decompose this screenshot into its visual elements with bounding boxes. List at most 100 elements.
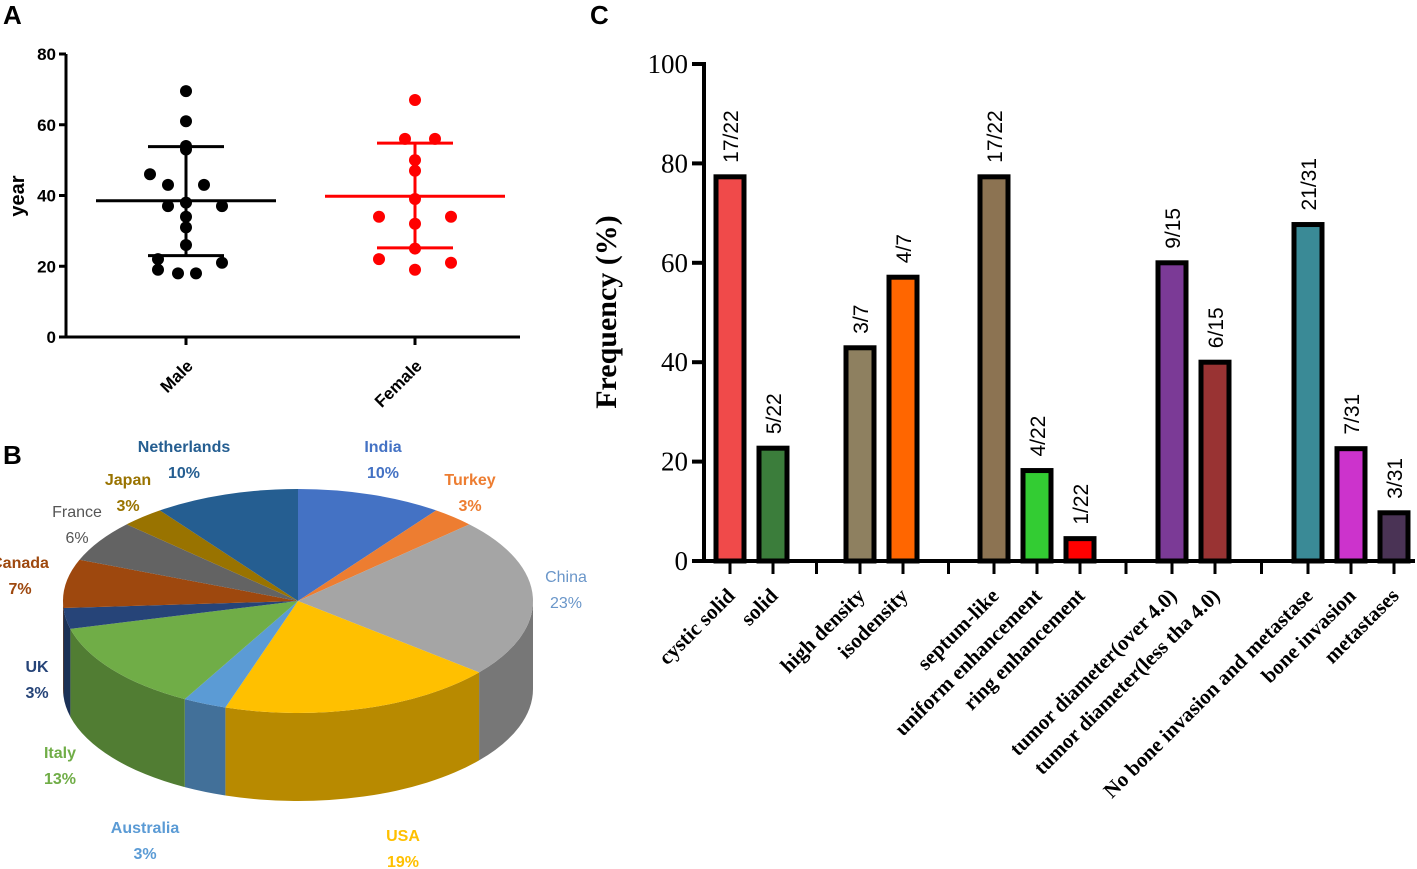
panel-a-point: [216, 200, 228, 213]
panel-a-letter: A: [3, 0, 22, 30]
panel-c-y-tick-label: 20: [661, 447, 688, 477]
pie-label: Turkey 3%: [444, 472, 495, 515]
panel-a-point: [409, 242, 421, 255]
pie-label: Netherlands 10%: [138, 439, 231, 482]
pie-slice: [126, 510, 298, 601]
bar: [1020, 468, 1054, 564]
pie-slice: [298, 489, 437, 601]
panel-a-point: [172, 267, 184, 280]
pie-slice: [225, 601, 480, 713]
panel-a-y-tick-label: 20: [37, 257, 56, 276]
bar-data-label: 9/15: [1162, 208, 1185, 249]
bar-data-label: 17/22: [720, 110, 743, 163]
panel-a-y-tick-label: 60: [37, 116, 56, 135]
panel-c-category-label: solid: [736, 583, 783, 630]
panel-a-point: [180, 85, 192, 98]
panel-c-category-label: cystic solid: [654, 583, 740, 669]
pie-slice: [298, 524, 533, 673]
bar: [1291, 222, 1325, 564]
panel-b-pie: India 10% Turkey 3% China 23% USA 19% Australia 3…: [0, 439, 587, 869]
panel-a-scatter: year 0 20 40 60 80 Male Female: [7, 45, 520, 411]
pie-slice: [70, 601, 298, 700]
bar-data-label: 4/7: [893, 234, 916, 263]
pie-slice-side: [184, 699, 226, 796]
bar: [843, 345, 877, 564]
panel-a-point: [409, 193, 421, 206]
bar: [886, 274, 920, 564]
bar-data-label: 5/22: [763, 393, 786, 434]
pie-label: India 10%: [364, 439, 401, 482]
pie-slice: [159, 489, 298, 601]
bar-data-label: 17/22: [984, 110, 1007, 163]
pie-label: Australia 3%: [111, 820, 180, 863]
panel-c-letter: C: [590, 0, 609, 30]
pie-slice: [79, 524, 298, 601]
panel-a-point: [144, 168, 156, 181]
pie-label: Canada7%: [0, 555, 49, 598]
panel-a-point: [180, 221, 192, 234]
pie-slice: [63, 601, 299, 629]
bar: [1198, 359, 1232, 564]
panel-a-point: [198, 178, 210, 191]
bar-data-label: 4/22: [1027, 416, 1050, 457]
pie-slice-side: [479, 601, 533, 761]
pie-slice: [184, 601, 298, 708]
panel-c-y-tick-label: 80: [661, 148, 688, 178]
panel-a-y-tick-label: 80: [37, 45, 56, 64]
panel-a-point: [180, 239, 192, 252]
bar-data-label: 3/31: [1384, 458, 1407, 499]
pie-slice-side: [70, 628, 185, 788]
panel-a-point: [409, 154, 421, 167]
panel-a-point: [190, 267, 202, 280]
panel-a-point: [180, 115, 192, 128]
panel-b-letter: B: [3, 440, 22, 470]
panel-a-point: [216, 256, 228, 269]
pie-slice: [63, 559, 299, 609]
bar-data-label: 1/22: [1070, 484, 1093, 525]
panel-a-point: [409, 164, 421, 177]
panel-c-y-tick-label: 40: [661, 347, 688, 377]
bar: [977, 174, 1011, 564]
bar-data-label: 7/31: [1341, 394, 1364, 435]
panel-a-y-tick-label: 0: [47, 328, 56, 347]
panel-a-point: [445, 256, 457, 269]
pie-label: Japan 3%: [105, 472, 151, 515]
bar: [1155, 260, 1189, 564]
panel-a-point: [445, 210, 457, 223]
panel-a-point: [180, 210, 192, 223]
panel-a-point: [399, 132, 411, 145]
panel-a-ylabel: year: [7, 175, 29, 216]
pie-label: USA 19%: [386, 828, 420, 869]
panel-c-y-tick-label: 0: [675, 546, 689, 576]
panel-a-point: [373, 253, 385, 266]
panel-a-point: [409, 93, 421, 106]
pie-label: China 23%: [545, 569, 587, 612]
panel-a-point: [152, 263, 164, 276]
pie-slice: [298, 510, 470, 601]
panel-a-point: [180, 143, 192, 156]
panel-a-point: [409, 217, 421, 230]
panel-a-point: [180, 196, 192, 209]
panel-a-point: [162, 200, 174, 213]
pie-label: France 6%: [52, 504, 102, 547]
panel-a-point: [373, 210, 385, 223]
panel-a-x-tick-label: Female: [371, 356, 426, 411]
bar: [756, 445, 790, 564]
panel-a-point: [409, 263, 421, 276]
panel-c-bar: Frequency (%) 0 20 40 60 80 100 17/22 5/22 3/7 4…: [590, 49, 1415, 803]
panel-a-point: [162, 178, 174, 191]
pie-label: UK 3%: [25, 659, 49, 702]
bar: [1334, 446, 1368, 564]
bar: [713, 174, 747, 564]
panel-a-point: [152, 253, 164, 266]
panel-c-ylabel: Frequency (%): [590, 215, 623, 409]
panel-a-point: [429, 132, 441, 145]
pie-label: Italy 13%: [44, 745, 76, 788]
bar: [1063, 536, 1097, 564]
bar: [1377, 510, 1411, 564]
pie-slice-side: [63, 608, 71, 717]
pie-slice-side: [225, 672, 480, 801]
bar-data-label: 21/31: [1298, 158, 1321, 211]
panel-a-x-tick-label: Male: [157, 356, 197, 396]
